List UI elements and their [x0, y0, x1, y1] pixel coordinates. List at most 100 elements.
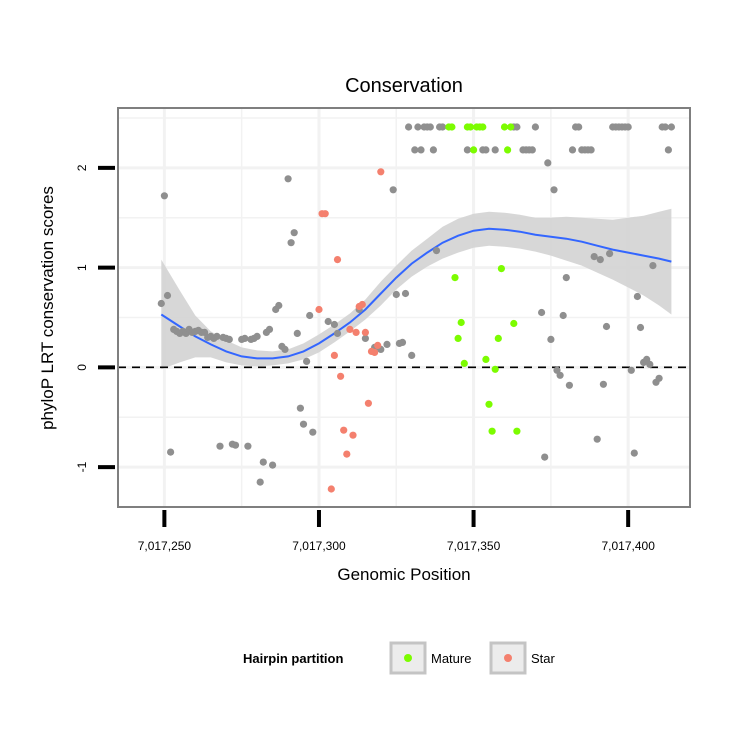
data-point-mature	[500, 123, 509, 131]
data-point-other	[293, 329, 301, 337]
y-tick-label: 0	[75, 364, 89, 371]
data-point-mature	[513, 427, 521, 435]
legend-title: Hairpin partition	[243, 651, 343, 666]
data-point-other	[636, 323, 645, 332]
data-point-other	[606, 250, 614, 258]
data-point-star	[352, 328, 360, 336]
chart-title: Conservation	[345, 75, 463, 97]
x-axis-title: Genomic Position	[337, 565, 470, 584]
data-point-other	[432, 247, 441, 255]
data-point-other	[587, 146, 595, 154]
y-axis-title: phyloP LRT conservation scores	[38, 186, 57, 430]
data-point-other	[556, 371, 564, 379]
data-point-other	[646, 360, 654, 368]
data-point-mature	[479, 123, 487, 131]
grid-lines	[118, 108, 690, 507]
legend-dot-star	[504, 654, 512, 662]
data-point-mature	[451, 274, 459, 282]
data-point-star	[343, 450, 351, 458]
data-point-other	[244, 442, 252, 450]
plot-panel	[117, 107, 691, 508]
data-point-other	[528, 146, 536, 154]
data-point-star	[377, 168, 385, 176]
y-axis: -1 0 1 2	[75, 164, 115, 472]
data-point-other	[303, 357, 311, 365]
data-point-mature	[470, 146, 478, 154]
data-point-other	[216, 442, 224, 450]
data-point-other	[330, 320, 338, 329]
data-point-mature	[460, 359, 468, 367]
data-point-other	[429, 146, 437, 154]
data-point-other	[281, 345, 289, 353]
data-point-other	[275, 301, 283, 310]
data-point-other	[306, 311, 314, 320]
data-point-other	[513, 123, 521, 131]
data-point-other	[599, 380, 608, 388]
data-point-other	[463, 146, 471, 154]
data-point-other	[550, 186, 558, 194]
smooth-line	[160, 227, 672, 360]
x-axis: 7,017,250 7,017,300 7,017,350 7,017,400	[138, 510, 656, 553]
data-point-other	[562, 274, 570, 282]
data-point-other	[290, 229, 298, 237]
data-point-other	[299, 420, 308, 428]
data-point-other	[596, 256, 604, 264]
data-point-other	[253, 332, 261, 340]
data-point-other	[383, 340, 391, 348]
data-point-other	[544, 159, 552, 167]
legend-label-star: Star	[531, 651, 556, 666]
data-point-other	[333, 329, 342, 337]
data-point-mature	[448, 123, 456, 131]
data-point-star	[337, 372, 345, 380]
data-point-other	[633, 292, 642, 301]
data-point-other	[231, 441, 240, 449]
data-point-other	[405, 123, 413, 131]
confidence-band	[161, 208, 672, 370]
data-point-other	[661, 123, 669, 131]
data-point-mature	[510, 319, 518, 328]
data-point-other	[287, 239, 295, 247]
data-point-star	[358, 300, 366, 309]
plot-frame	[117, 107, 691, 508]
data-point-other	[565, 381, 574, 389]
data-point-other	[624, 123, 632, 131]
legend-dot-mature	[404, 654, 412, 662]
y-tick-label: 1	[75, 264, 89, 271]
data-point-other	[398, 338, 407, 346]
data-point-star	[315, 305, 323, 314]
x-tick-label: 7,017,300	[292, 539, 346, 553]
x-tick-label: 7,017,400	[602, 539, 656, 553]
data-point-mature	[457, 318, 465, 327]
data-point-other	[389, 186, 397, 194]
data-point-other	[401, 289, 410, 298]
data-point-mature	[485, 400, 493, 408]
data-point-other	[157, 299, 165, 308]
data-point-star	[346, 325, 354, 333]
data-point-mature	[497, 265, 505, 273]
data-point-other	[568, 146, 577, 154]
data-point-other	[269, 461, 277, 469]
data-point-star	[371, 348, 379, 356]
data-point-other	[324, 317, 332, 326]
data-point-other	[590, 253, 598, 261]
x-tick-label: 7,017,350	[447, 539, 501, 553]
data-point-mature	[466, 123, 475, 131]
data-point-star	[327, 485, 335, 493]
data-point-other	[414, 123, 422, 131]
data-point-other	[547, 335, 555, 343]
data-point-other	[649, 262, 657, 270]
y-tick-label: 2	[75, 164, 89, 171]
data-point-other	[538, 308, 546, 317]
data-point-other	[667, 123, 676, 131]
data-point-star	[330, 351, 338, 359]
data-point-other	[655, 374, 663, 382]
data-point-other	[602, 322, 611, 331]
data-point-mature	[488, 427, 496, 435]
data-point-star	[349, 431, 357, 439]
data-point-other	[541, 453, 549, 461]
data-point-star	[374, 341, 382, 349]
data-point-other	[559, 311, 567, 320]
data-point-other	[411, 146, 419, 154]
data-point-other	[296, 404, 304, 412]
